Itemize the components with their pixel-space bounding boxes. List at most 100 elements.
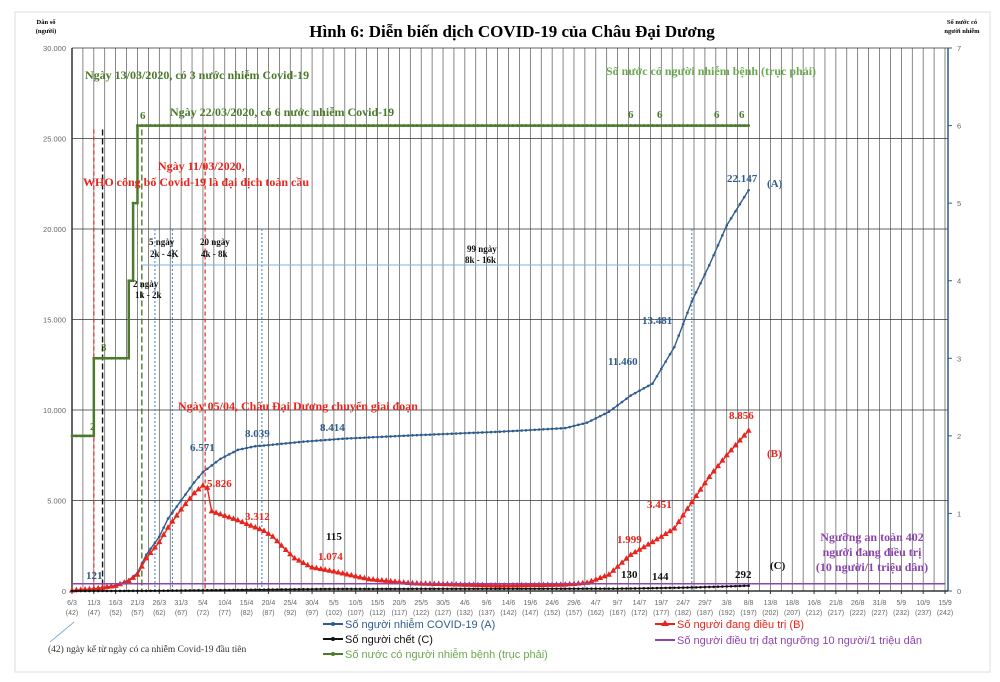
data-label: 6 [714, 109, 720, 121]
series-point-b [326, 567, 333, 573]
series-point-b [728, 446, 735, 453]
series-point-3 [476, 124, 480, 127]
series-point-2 [603, 587, 606, 590]
series-point-3 [127, 279, 131, 283]
series-point-0 [384, 435, 388, 438]
series-point-2 [336, 587, 340, 591]
y2-tick-label: 5 [957, 199, 961, 208]
series-point-2 [677, 586, 681, 589]
series-point-2 [328, 587, 331, 591]
series-point-2 [590, 587, 593, 590]
series-point-2 [371, 587, 375, 591]
series-point-b [208, 507, 215, 514]
series-point-3 [559, 124, 563, 127]
series-point-0 [476, 431, 480, 434]
series-point-0 [603, 412, 606, 416]
series-point-b [221, 512, 228, 518]
series-point-0 [267, 443, 270, 447]
series-point-2 [568, 587, 571, 591]
series-point-2 [332, 587, 336, 591]
series-point-3 [162, 124, 166, 127]
x-tick-date: 30/5 [436, 600, 450, 607]
series-point-3 [380, 124, 384, 127]
legend-label: Số nước có người nhiễm bệnh (trục phải) [345, 648, 548, 661]
series-point-0 [655, 374, 659, 378]
data-label: 2 ngày [133, 279, 159, 289]
x-tick-day: (192) [719, 610, 735, 617]
series-point-2 [96, 589, 100, 593]
series-point-3 [664, 124, 668, 127]
series-point-2 [306, 587, 310, 591]
series-point-0 [424, 433, 427, 437]
series-point-0 [336, 437, 340, 441]
x-tick-date: 31/8 [873, 600, 887, 607]
series-point-3 [520, 124, 523, 127]
series-point-3 [699, 124, 702, 127]
y-tick-label: 20.000 [43, 225, 66, 234]
series-point-3 [624, 124, 628, 127]
series-point-3 [157, 124, 161, 127]
series-point-b [518, 581, 525, 588]
series-point-0 [411, 434, 414, 437]
series-point-2 [389, 587, 392, 591]
series-point-2 [219, 588, 222, 592]
series-point-2 [227, 588, 231, 592]
x-tick-day: (237) [915, 610, 931, 617]
series-point-0 [149, 547, 152, 551]
series-point-2 [611, 587, 615, 590]
series-point-0 [297, 440, 301, 444]
x-tick-day: (87) [262, 610, 274, 617]
series-point-0 [376, 435, 379, 439]
series-point-2 [376, 587, 379, 591]
y-axis-label-unit: (người) [36, 28, 57, 35]
series-point-0 [625, 397, 628, 401]
series-point-3 [367, 124, 371, 127]
series-point-b [701, 479, 708, 486]
series-point-3 [742, 124, 746, 127]
legend-label: Số người chết (C) [345, 634, 433, 646]
legend-marker [331, 637, 335, 641]
series-point-2 [620, 587, 624, 590]
series-point-b [640, 543, 647, 550]
series-point-3 [441, 124, 445, 127]
series-point-2 [288, 588, 292, 591]
series-point-3 [633, 124, 637, 127]
series-point-3 [389, 124, 393, 127]
series-point-3 [192, 124, 196, 127]
series-point-2 [415, 587, 419, 591]
x-tick-day: (117) [391, 610, 407, 617]
chart-border [14, 11, 991, 673]
series-point-0 [651, 382, 654, 385]
series-point-b [217, 510, 224, 517]
series-point-b [252, 524, 259, 530]
series-point-b [370, 576, 377, 582]
series-point-0 [620, 400, 624, 404]
data-label: 2 [90, 421, 96, 433]
series-point-0 [184, 493, 187, 496]
series-point-b [151, 544, 158, 550]
series-point-0 [245, 446, 248, 450]
series-point-3 [681, 124, 685, 127]
series-point-3 [223, 124, 227, 127]
series-point-2 [153, 589, 157, 593]
series-point-b [715, 462, 722, 469]
series-point-3 [572, 124, 576, 127]
series-point-3 [450, 124, 454, 127]
y2-tick-label: 2 [957, 432, 961, 441]
series-point-0 [446, 432, 449, 436]
series-point-3 [712, 124, 716, 127]
series-point-3 [131, 201, 135, 205]
series-point-2 [302, 587, 305, 591]
series-point-2 [633, 587, 637, 590]
x-tick-day: (182) [675, 610, 691, 617]
series-point-b [291, 554, 298, 561]
series-point-0 [633, 391, 637, 395]
x-tick-date: 10/9 [916, 600, 930, 607]
series-point-b [649, 538, 656, 545]
data-label: (A) [767, 178, 783, 190]
series-point-2 [249, 588, 253, 592]
series-point-b [688, 498, 695, 505]
series-point-b [143, 554, 150, 561]
x-tick-date: 14/7 [633, 600, 647, 607]
series-point-0 [249, 445, 253, 449]
